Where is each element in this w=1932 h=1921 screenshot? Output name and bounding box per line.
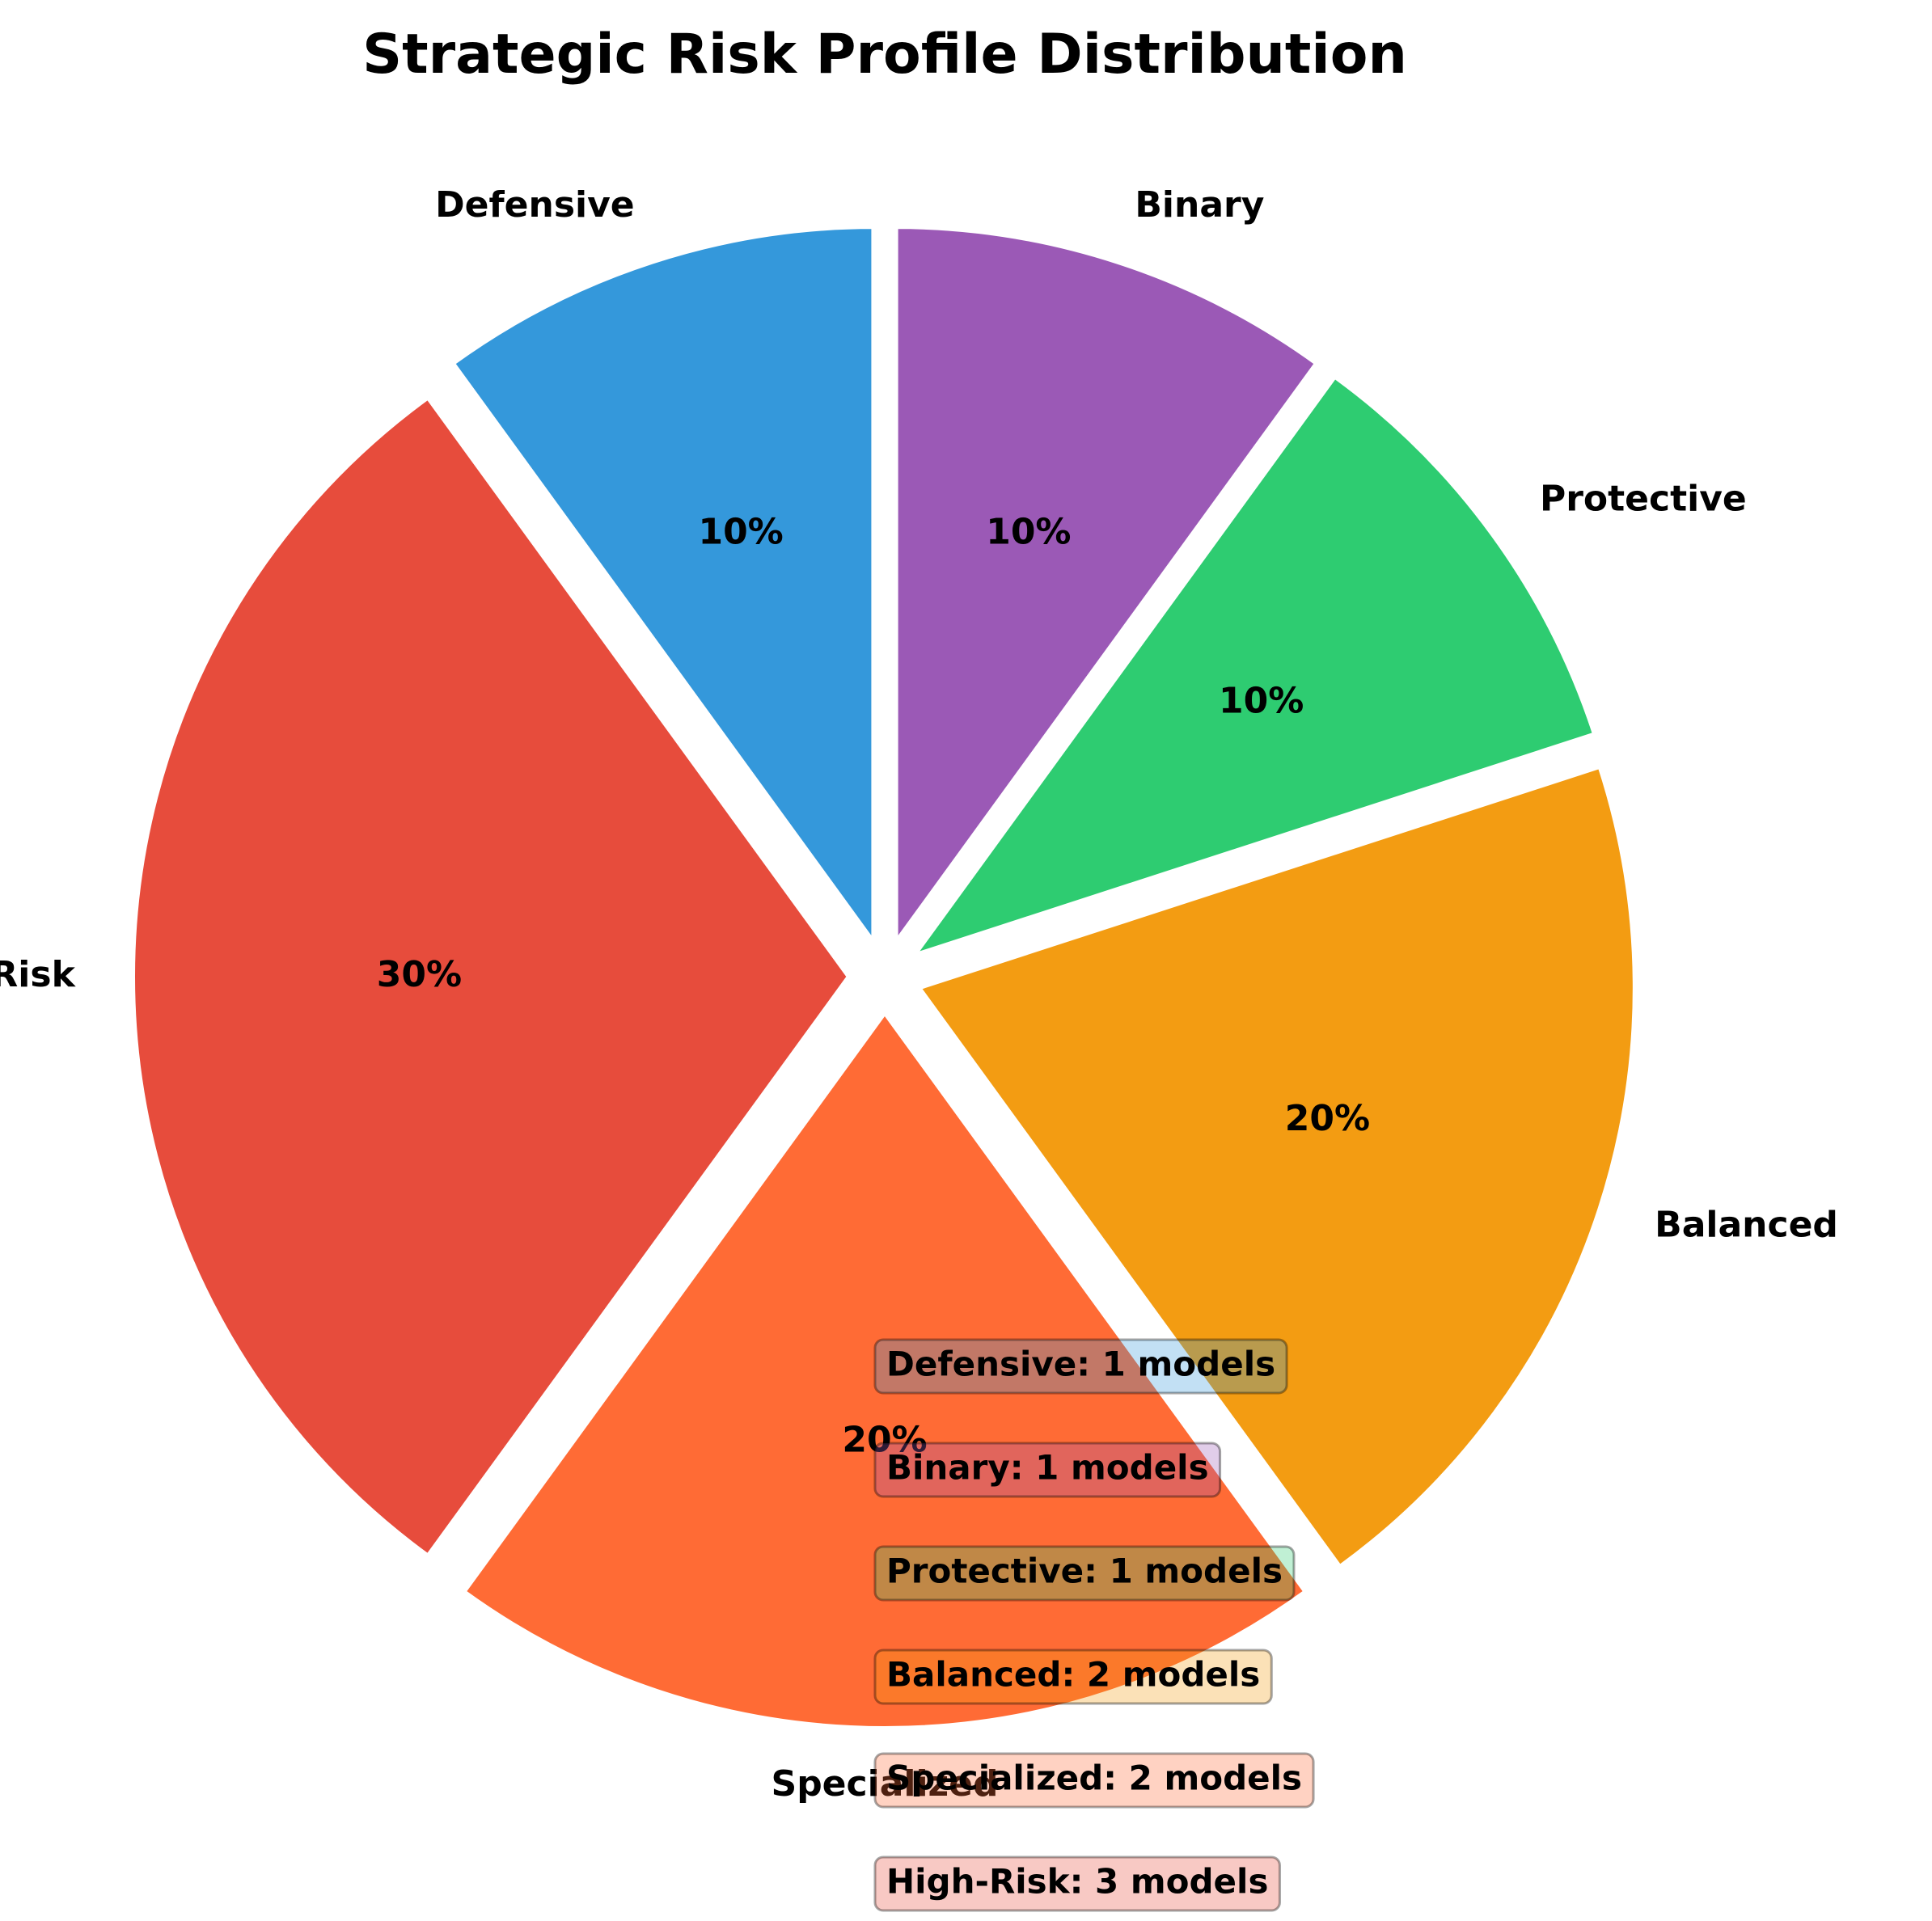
slice-label-defensive: Defensive (435, 184, 634, 226)
count-box-bg (873, 1338, 1288, 1395)
slice-label-specialized: Specialized (772, 1763, 999, 1805)
count-box-text: High-Risk: 3 models (886, 1862, 1268, 1902)
pie-slice-binary (893, 224, 1321, 951)
count-box-text: Protective: 1 models (886, 1552, 1283, 1591)
pie-slice-balanced (914, 763, 1638, 1571)
count-box-bg (873, 1856, 1281, 1912)
count-box-bg (873, 1649, 1273, 1705)
pct-label-balanced: 20% (1285, 1098, 1370, 1139)
slice-label-binary: Binary (1135, 184, 1264, 226)
pie-slice-protective (907, 373, 1599, 960)
count-box-binary: Binary: 1 models (873, 1442, 1222, 1498)
pct-label-specialized: 20% (842, 1420, 927, 1461)
count-box-text: Defensive: 1 models (886, 1345, 1275, 1384)
pie-slice-high-risk (129, 394, 852, 1560)
count-box-high-risk: High-Risk: 3 models (873, 1856, 1281, 1912)
pct-label-protective: 10% (1219, 681, 1304, 722)
pct-label-defensive: 10% (698, 512, 783, 553)
slices-layer (129, 224, 1638, 1731)
pie-slice-defensive (449, 224, 877, 951)
pct-labels-layer: 10% 30% 20% 20% 10% 10% (377, 512, 1370, 1461)
count-box-text: Specialized: 2 models (886, 1758, 1302, 1798)
slice-label-high-risk: High-Risk (0, 954, 77, 995)
count-boxes-layer: Defensive: 1 models Binary: 1 models Prote… (873, 1338, 1315, 1912)
chart-title: Strategic Risk Profile Distribution (362, 23, 1407, 87)
count-box-defensive: Defensive: 1 models (873, 1338, 1288, 1395)
slice-labels-layer: Defensive High-Risk Specialized Balanced Pro… (0, 184, 1838, 1805)
pct-label-binary: 10% (986, 512, 1071, 553)
count-box-bg (873, 1545, 1296, 1602)
count-box-bg (873, 1752, 1315, 1809)
pie-slice-specialized (460, 1007, 1309, 1731)
pct-label-high-risk: 30% (377, 954, 462, 995)
count-box-text: Binary: 1 models (886, 1448, 1209, 1488)
count-box-specialized: Specialized: 2 models (873, 1752, 1315, 1809)
count-box-balanced: Balanced: 2 models (873, 1649, 1273, 1705)
slice-label-protective: Protective (1540, 479, 1747, 520)
count-box-bg (873, 1442, 1222, 1498)
count-box-text: Balanced: 2 models (886, 1655, 1260, 1695)
slice-label-balanced: Balanced (1655, 1204, 1838, 1245)
count-box-protective: Protective: 1 models (873, 1545, 1296, 1602)
